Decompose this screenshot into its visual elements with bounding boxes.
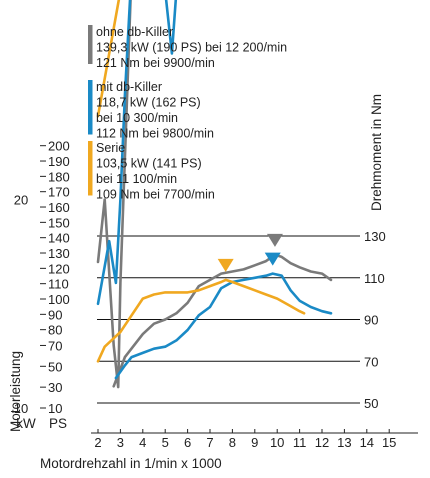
- nm-axis-ticks: 50 70 90 110 130: [364, 229, 386, 411]
- legend-text-mit-db-killer: 118,7 kW (162 PS): [96, 96, 201, 110]
- legend-text-mit-db-killer: mit db-Killer: [96, 80, 162, 94]
- x-tick-label: 13: [337, 435, 351, 450]
- x-tick-label: 12: [315, 435, 329, 450]
- legend-text-mit-db-killer: 112 Nm bei 9800/min: [96, 127, 214, 141]
- unit-kw-label: kW: [16, 416, 36, 431]
- kw-tick-label: 20: [14, 193, 28, 208]
- torque-line-ohne-db-killer: [112, 253, 333, 388]
- legend-text-serie: Serie: [96, 141, 125, 155]
- x-tick-label: 2: [94, 435, 101, 450]
- nm-tick-label: 130: [364, 229, 386, 244]
- ps-tick-label: 10: [48, 401, 62, 416]
- ps-tick-label: 160: [48, 200, 70, 215]
- x-tick-label: 4: [139, 435, 146, 450]
- x-tick-label: 9: [251, 435, 258, 450]
- legend-text-mit-db-killer: bei 10 300/min: [96, 111, 178, 125]
- legend-text-serie: 103,5 kW (141 PS): [96, 157, 202, 171]
- ps-tick-label: 190: [48, 154, 70, 169]
- legend: ohne db-Killer 139,3 kW (190 PS) bei 12 2…: [88, 25, 287, 202]
- legend-text-serie: bei 11 100/min: [96, 172, 177, 186]
- x-axis-label: Motordrehzahl in 1/min x 1000: [40, 456, 222, 471]
- x-tick-label: 10: [270, 435, 284, 450]
- ps-tick-label: 170: [48, 185, 70, 200]
- legend-text-serie: 109 Nm bei 7700/min: [96, 188, 215, 202]
- ps-tick-label: 110: [48, 277, 69, 292]
- peak-markers: [217, 233, 283, 272]
- ps-tick-label: 140: [48, 231, 70, 246]
- ps-tick-label: 30: [48, 380, 62, 395]
- ps-tick-label: 100: [48, 292, 70, 307]
- torque-peak-marker-ohne-db-killer: [266, 233, 283, 247]
- legend-swatch-ohne-db-killer: [88, 25, 93, 64]
- nm-tick-label: 70: [364, 354, 378, 369]
- y-axis-label-torque: Drehmoment in Nm: [369, 94, 384, 211]
- torque-line-serie: [96, 278, 306, 363]
- torque-peak-marker-mit-db-killer: [264, 252, 281, 266]
- x-tick-label: 14: [360, 435, 374, 450]
- nm-tick-label: 50: [364, 396, 378, 411]
- ps-tick-label: 70: [48, 338, 62, 353]
- x-tick-label: 5: [162, 435, 169, 450]
- x-tick-label: 15: [382, 435, 396, 450]
- ps-tick-label: 130: [48, 246, 70, 261]
- x-tick-label: 7: [206, 435, 213, 450]
- legend-swatch-serie: [88, 141, 93, 196]
- legend-swatch-mit-db-killer: [88, 80, 93, 135]
- nm-tick-label: 90: [364, 313, 378, 328]
- ps-tick-label: 50: [48, 359, 62, 374]
- x-axis-ticks: 2 3 4 5 6 7 8 9 10 11 12 13 14 15: [91, 429, 418, 450]
- series-lines: [96, 0, 333, 389]
- ps-tick-label: 180: [48, 169, 70, 184]
- kw-tick-label: 10: [14, 401, 28, 416]
- x-tick-label: 6: [184, 435, 191, 450]
- ps-tick-label: 80: [48, 323, 62, 338]
- torque-line-mit-db-killer: [114, 272, 333, 380]
- ps-tick-label: 150: [48, 215, 70, 230]
- x-tick-label: 11: [293, 435, 307, 450]
- nm-tick-label: 110: [364, 271, 385, 286]
- torque-peak-marker-serie: [217, 258, 234, 272]
- ps-tick-label: 120: [48, 261, 70, 276]
- legend-text-ohne-db-killer: 121 Nm bei 9900/min: [96, 56, 215, 70]
- unit-ps-label: PS: [49, 416, 67, 431]
- x-tick-label: 3: [117, 435, 124, 450]
- ps-tick-label: 90: [48, 307, 62, 322]
- x-tick-label: 8: [229, 435, 236, 450]
- ps-axis-ticks: 10 30 50 7080901001101201301401501601701801…: [40, 139, 70, 416]
- torque-gridlines: [97, 235, 360, 404]
- y-axis-label-power: Motorleistung: [8, 351, 23, 432]
- power-line-ohne-db-killer: [96, 0, 132, 389]
- power-line-mit-db-killer: [96, 0, 178, 306]
- legend-text-ohne-db-killer: ohne db-Killer: [96, 25, 173, 39]
- legend-text-ohne-db-killer: 139,3 kW (190 PS) bei 12 200/min: [96, 41, 287, 55]
- ps-tick-label: 200: [48, 139, 70, 154]
- kw-axis-ticks: 102030405060708090100110120130140150: [14, 193, 28, 417]
